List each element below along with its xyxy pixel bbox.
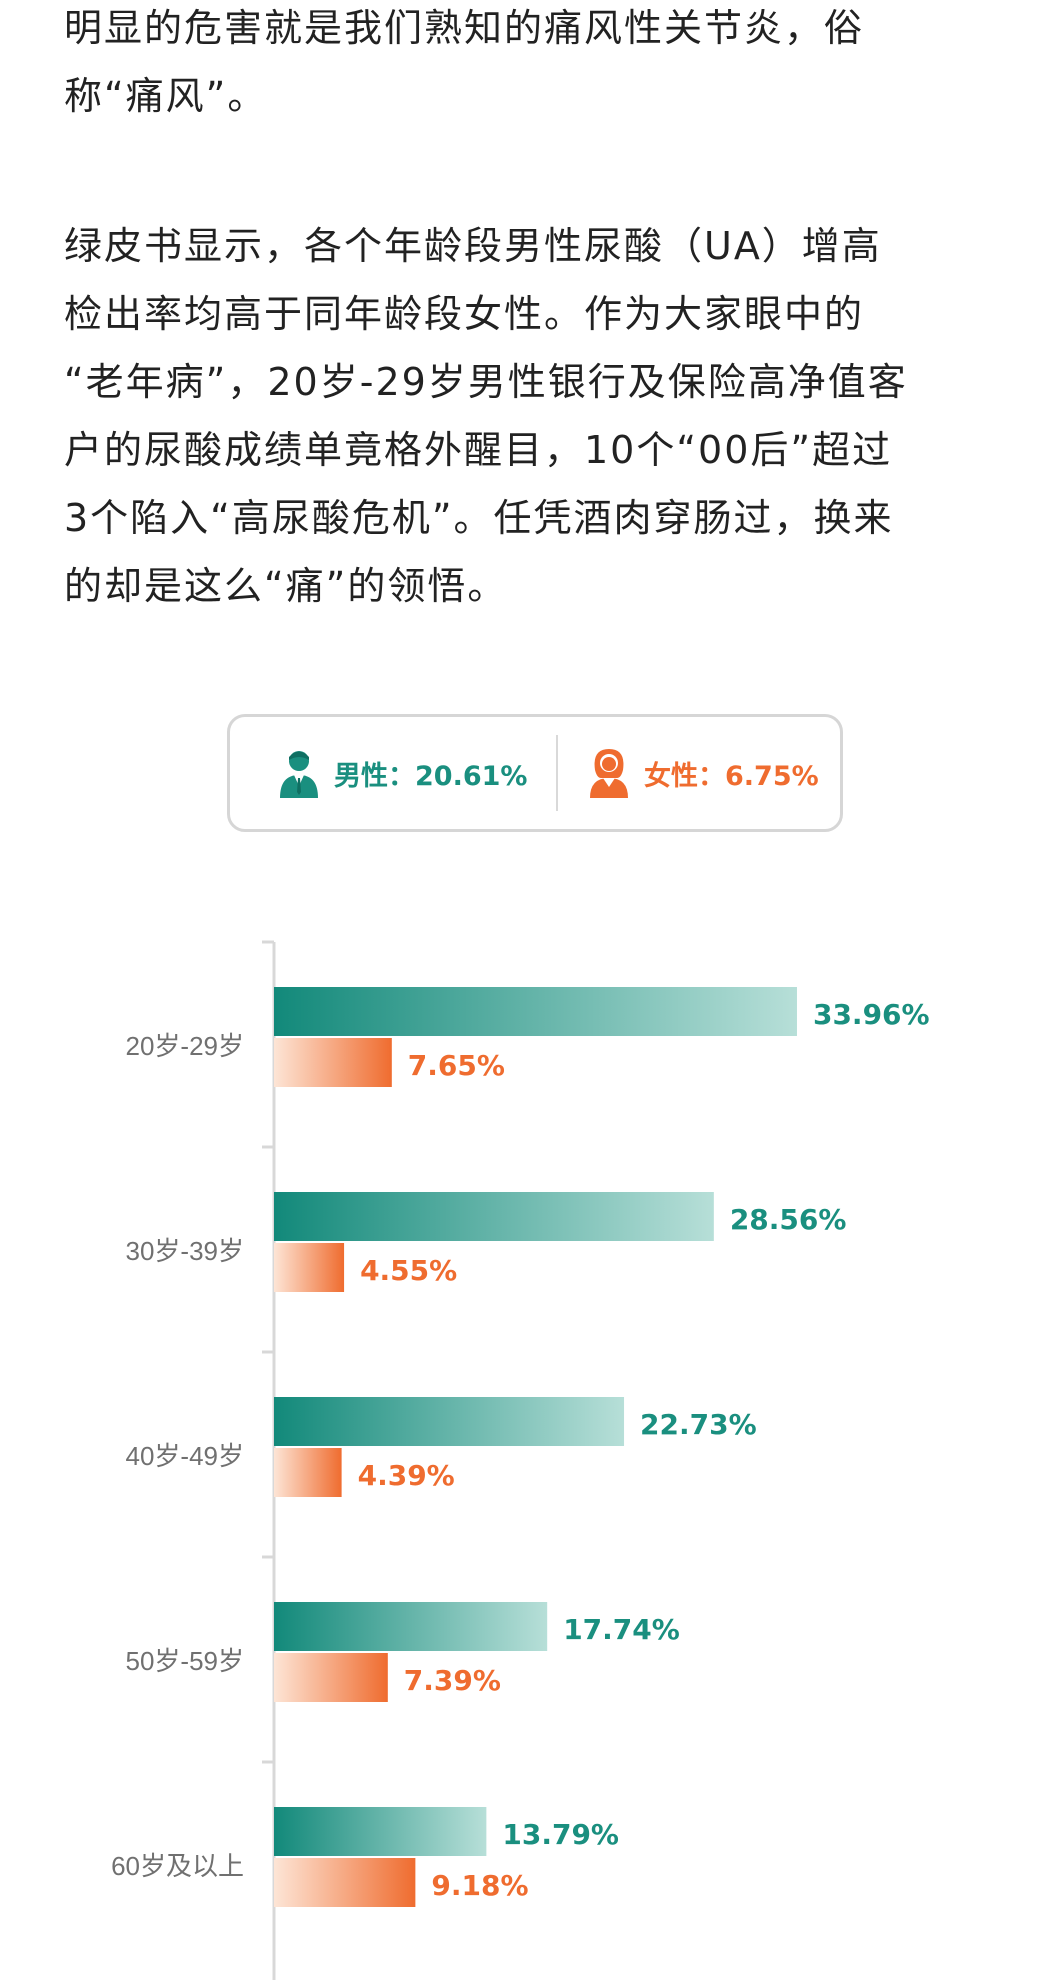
paragraph-line: “老年病”，20岁-29岁男性银行及保险高净值客 [64, 360, 908, 404]
female-value-label: 4.39% [358, 1459, 455, 1492]
chart-canvas: 20岁-29岁 33.96% 7.65% 30岁-39岁 28.56% 4.55% 40岁-… [111, 940, 930, 1980]
paragraph-line: 称“痛风”。 [64, 74, 268, 118]
female-value-label: 9.18% [431, 1869, 528, 1902]
female-summary: 女性：6.75% [586, 717, 819, 829]
male-value-label: 22.73% [640, 1408, 757, 1441]
paragraph-line: 检出率均高于同年龄段女性。作为大家眼中的 [64, 292, 865, 336]
male-person-icon [280, 751, 318, 798]
category-label: 30岁-39岁 [126, 1236, 245, 1266]
paragraph-line: 户的尿酸成绩单竟格外醒目，10个“00后”超过 [64, 428, 893, 472]
age-bar-chart: 20岁-29岁 33.96% 7.65% 30岁-39岁 28.56% 4.55% 40岁-… [0, 930, 1040, 1980]
male-value-label: 13.79% [502, 1818, 619, 1851]
male-bar [274, 1602, 548, 1651]
female-value-label: 4.55% [360, 1254, 457, 1287]
female-bar [274, 1448, 342, 1497]
male-bar [274, 1192, 714, 1241]
female-bar [274, 1243, 345, 1292]
category-label: 50岁-59岁 [126, 1646, 245, 1676]
paragraph-line: 明显的危害就是我们熟知的痛风性关节炎，俗 [64, 6, 865, 50]
paragraph-line: 的却是这么“痛”的领悟。 [64, 564, 508, 608]
male-value-label: 17.74% [563, 1613, 680, 1646]
male-value-label: 28.56% [730, 1203, 847, 1236]
gender-summary-box: 男性：20.61% 女性：6.75% [227, 714, 843, 832]
female-bar [274, 1653, 388, 1702]
category-label: 60岁及以上 [111, 1851, 244, 1881]
paragraph-line: 绿皮书显示，各个年龄段男性尿酸（UA）增高 [64, 224, 882, 268]
male-summary: 男性：20.61% [276, 717, 527, 829]
paragraph-line: 3个陷入“高尿酸危机”。任凭酒肉穿肠过，换来 [64, 496, 894, 540]
paragraph-2: 绿皮书显示，各个年龄段男性尿酸（UA）增高 检出率均高于同年龄段女性。作为大家眼… [64, 212, 908, 620]
male-rate: 男性：20.61% [334, 760, 528, 792]
female-rate: 女性：6.75% [644, 760, 819, 792]
paragraph-1: 明显的危害就是我们熟知的痛风性关节炎，俗 称“痛风”。 [64, 0, 864, 130]
female-bar [274, 1858, 416, 1907]
summary-divider [556, 735, 558, 811]
female-value-label: 7.65% [408, 1049, 505, 1082]
female-person-icon [590, 749, 628, 798]
male-bar [274, 1397, 625, 1446]
male-bar [274, 1807, 487, 1856]
male-bar [274, 987, 797, 1036]
male-value-label: 33.96% [813, 998, 930, 1031]
category-label: 20岁-29岁 [126, 1031, 245, 1061]
female-value-label: 7.39% [404, 1664, 501, 1697]
category-label: 40岁-49岁 [126, 1441, 245, 1471]
female-bar [274, 1038, 392, 1087]
